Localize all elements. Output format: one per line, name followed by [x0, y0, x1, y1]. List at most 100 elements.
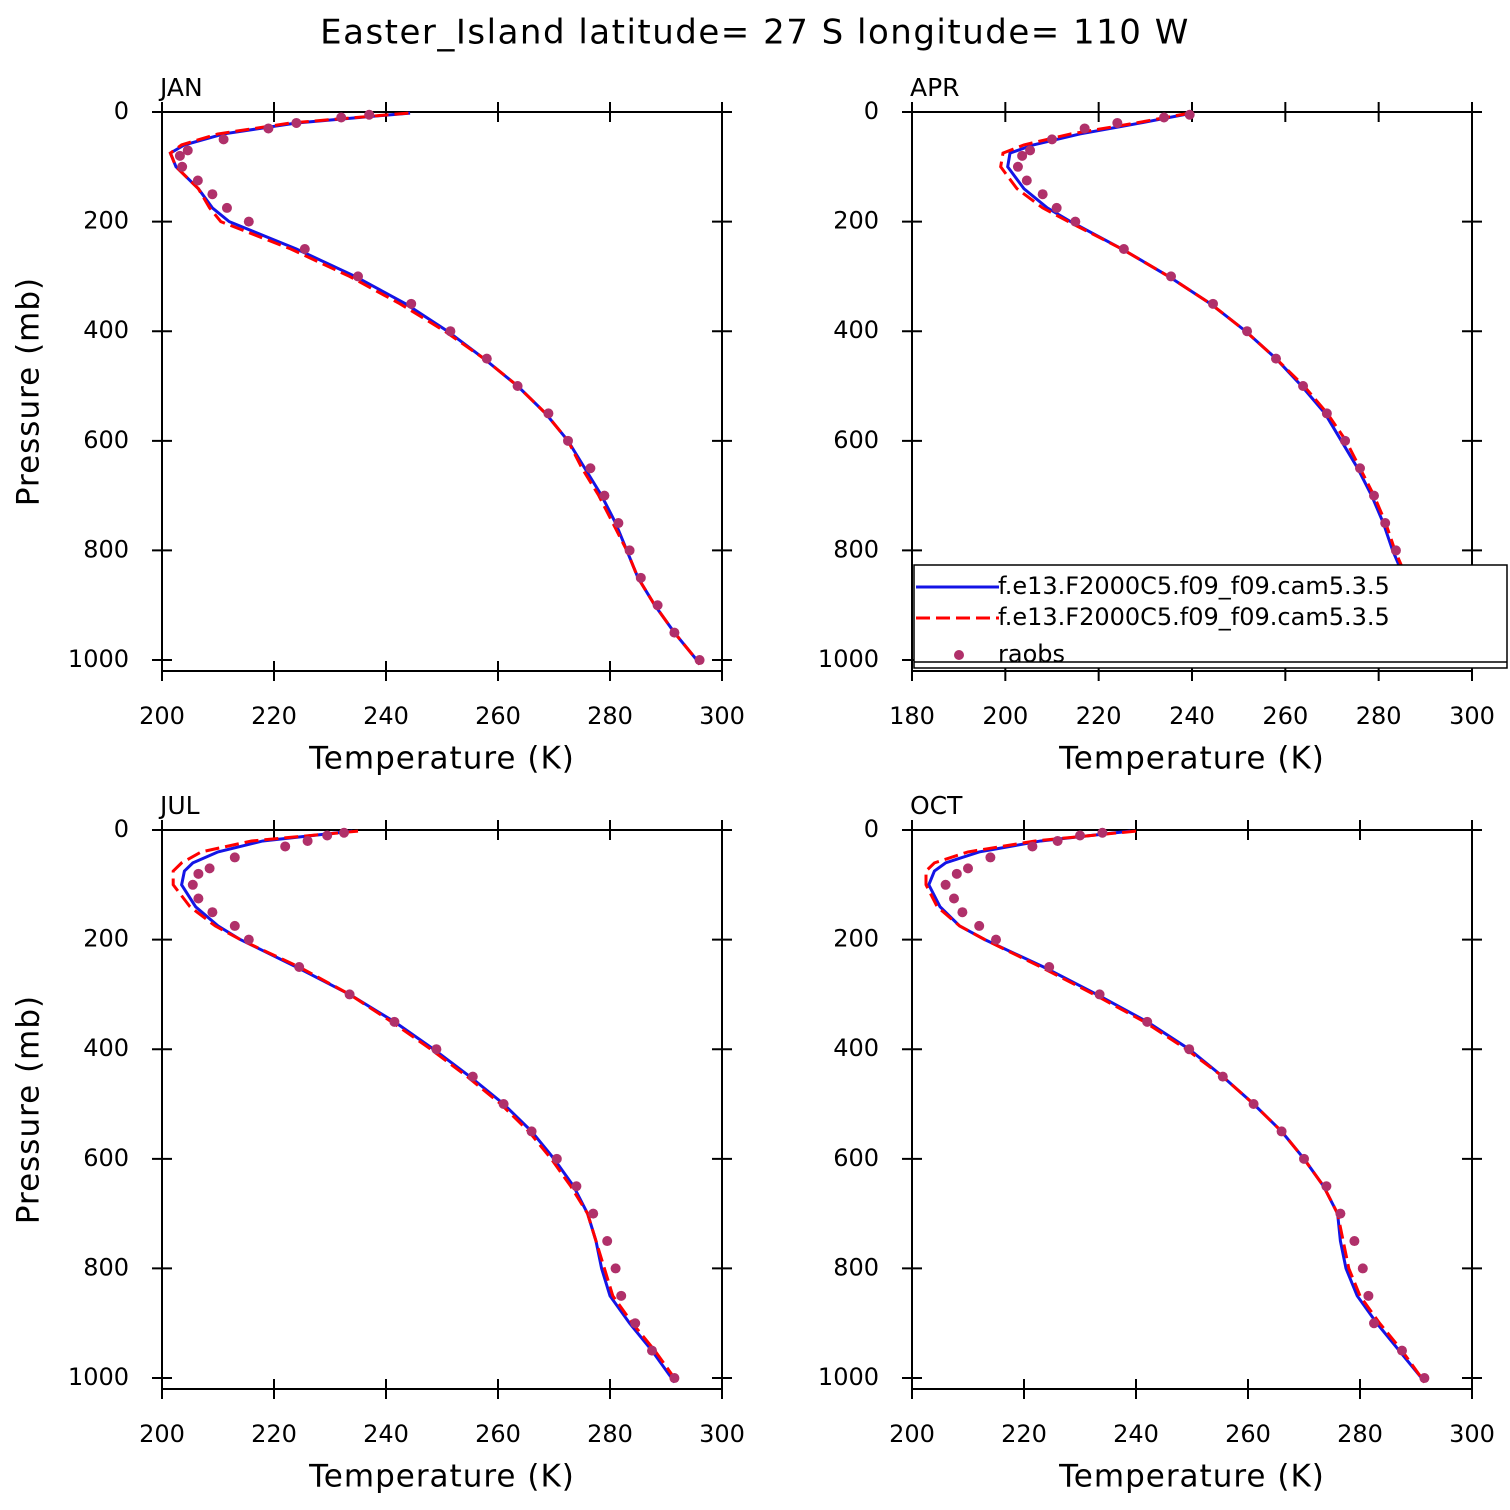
x-axis-label: Temperature (K): [308, 1459, 575, 1495]
obs-point: [1335, 1208, 1346, 1219]
obs-point: [302, 835, 313, 846]
x-tick-label: 260: [475, 702, 521, 730]
obs-point: [221, 202, 232, 213]
x-tick-label: 280: [587, 1420, 633, 1448]
y-tick-label: 1000: [68, 1363, 129, 1391]
obs-point: [1380, 518, 1391, 529]
obs-point: [1217, 1071, 1228, 1082]
y-tick-label: 400: [833, 316, 879, 344]
plot-frame: [911, 829, 1473, 1390]
y-tick-label: 600: [833, 426, 879, 454]
panel: APR Temperature (K) 180 200 220 240 260 280 300 0…: [818, 73, 1508, 777]
x-tick-label: 240: [363, 1420, 409, 1448]
obs-point: [1248, 1099, 1259, 1110]
obs-point: [1208, 298, 1218, 309]
x-axis-label: Temperature (K): [308, 741, 575, 777]
obs-point: [445, 326, 456, 337]
plot-frame: [161, 829, 723, 1390]
obs-point: [647, 1345, 657, 1356]
y-tick-label: 600: [83, 1144, 129, 1172]
obs-point: [1027, 841, 1038, 852]
x-tick-label: 260: [1262, 702, 1308, 730]
obs-point: [229, 920, 240, 931]
obs-point: [1159, 112, 1169, 123]
x-tick-label: 280: [1356, 702, 1402, 730]
obs-point: [951, 868, 962, 879]
y-tick-label: 600: [833, 1144, 879, 1172]
x-tick-label: 220: [251, 1420, 297, 1448]
obs-point: [991, 934, 1001, 945]
y-tick-label: 0: [864, 815, 879, 843]
x-tick-label: 280: [1337, 1420, 1383, 1448]
obs-point: [613, 518, 624, 529]
obs-point: [182, 145, 193, 156]
y-tick-label: 200: [833, 207, 879, 235]
profile-line: [927, 829, 1426, 1384]
obs-point: [1355, 463, 1365, 474]
obs-point: [1070, 216, 1081, 227]
obs-point: [1299, 1153, 1309, 1164]
obs-point: [1397, 1345, 1407, 1356]
obs-point: [512, 381, 523, 392]
y-tick-label: 200: [83, 925, 129, 953]
obs-point: [294, 962, 305, 973]
obs-point: [322, 830, 333, 841]
obs-point: [1298, 381, 1309, 392]
panel-title: JUL: [158, 791, 200, 820]
obs-point: [229, 852, 240, 863]
obs-point: [985, 852, 996, 863]
obs-point: [694, 655, 705, 666]
obs-point: [498, 1099, 509, 1110]
legend-label: raobs: [998, 640, 1065, 668]
panel: OCT Temperature (K) 200 220 240 260 280 300 0 200…: [818, 791, 1495, 1495]
y-tick-label: 200: [833, 925, 879, 953]
obs-point: [204, 863, 215, 874]
y-tick-label: 0: [864, 97, 879, 125]
obs-point: [353, 271, 363, 282]
x-tick-label: 300: [699, 702, 745, 730]
profile-line: [171, 829, 679, 1384]
obs-point: [263, 123, 274, 134]
obs-point: [174, 150, 185, 161]
x-tick-label: 200: [889, 1420, 935, 1448]
obs-point: [599, 490, 610, 501]
x-axis-label: Temperature (K): [1058, 741, 1325, 777]
panel-title: JAN: [158, 73, 203, 102]
obs-point: [406, 298, 417, 309]
obs-point: [1044, 962, 1055, 973]
y-tick-label: 400: [83, 316, 129, 344]
obs-point: [957, 907, 968, 918]
obs-point: [1075, 830, 1085, 841]
y-tick-label: 1000: [818, 1363, 879, 1391]
obs-point: [616, 1290, 627, 1301]
obs-point: [344, 989, 355, 1000]
obs-point: [1340, 435, 1351, 446]
obs-point: [1390, 545, 1401, 556]
obs-point: [1051, 202, 1062, 213]
obs-point: [610, 1263, 621, 1274]
obs-point: [1166, 271, 1176, 282]
legend-marker: [954, 650, 964, 660]
panel: JUL Temperature (K) Pressure (mb) 200 220 240…: [11, 791, 745, 1495]
panel-title: OCT: [910, 791, 963, 820]
obs-point: [526, 1126, 537, 1137]
obs-point: [551, 1153, 562, 1164]
obs-point: [1142, 1016, 1153, 1027]
obs-point: [192, 175, 203, 186]
y-tick-label: 600: [83, 426, 129, 454]
obs-point: [467, 1071, 478, 1082]
obs-point: [193, 893, 204, 904]
plot-frame: [161, 111, 723, 672]
obs-point: [1112, 117, 1123, 128]
legend-box: [913, 564, 1508, 669]
x-tick-label: 200: [139, 702, 185, 730]
obs-point: [1037, 189, 1048, 200]
obs-point: [339, 827, 349, 838]
obs-point: [243, 934, 254, 945]
obs-point: [1321, 408, 1332, 419]
x-tick-label: 260: [1225, 1420, 1271, 1448]
y-tick-label: 0: [114, 97, 129, 125]
obs-point: [177, 161, 188, 172]
obs-point: [364, 109, 375, 120]
